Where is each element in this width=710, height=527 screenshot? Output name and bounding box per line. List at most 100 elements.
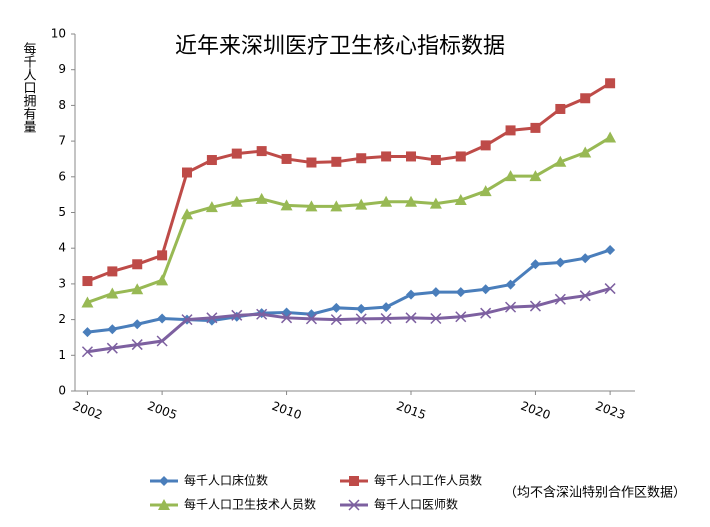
marker xyxy=(530,259,541,270)
marker xyxy=(455,287,466,298)
marker xyxy=(505,301,517,313)
marker xyxy=(454,194,467,206)
y-tick-label: 3 xyxy=(58,276,66,290)
marker xyxy=(554,155,567,167)
annotation: （均不含深汕特别合作区数据） xyxy=(504,485,686,501)
y-tick-label: 8 xyxy=(58,98,66,112)
marker xyxy=(256,308,268,320)
marker xyxy=(131,283,144,295)
marker xyxy=(281,312,293,324)
marker xyxy=(605,244,616,255)
marker xyxy=(455,311,467,323)
marker xyxy=(107,324,118,335)
marker xyxy=(505,279,516,290)
marker xyxy=(505,125,516,136)
marker xyxy=(330,200,343,212)
marker xyxy=(430,287,441,298)
marker xyxy=(380,312,392,325)
marker xyxy=(132,259,143,270)
y-tick-label: 9 xyxy=(58,62,66,76)
marker xyxy=(81,296,94,308)
marker xyxy=(158,499,170,510)
x-tick-label: 2020 xyxy=(519,399,552,423)
y-tick-label: 0 xyxy=(58,384,66,398)
x-tick-label: 2015 xyxy=(394,399,427,423)
marker xyxy=(305,313,317,325)
marker xyxy=(348,499,360,511)
marker xyxy=(381,302,392,313)
marker xyxy=(555,257,566,268)
x-tick-label: 2023 xyxy=(594,399,627,423)
marker xyxy=(306,157,317,168)
marker xyxy=(231,309,243,321)
marker xyxy=(529,170,542,182)
marker xyxy=(580,93,591,104)
series-line xyxy=(87,287,611,354)
marker xyxy=(580,253,591,264)
marker xyxy=(205,201,218,213)
marker xyxy=(406,289,416,300)
marker xyxy=(81,346,93,358)
marker xyxy=(479,185,492,197)
chart-title: 近年来深圳医疗卫生核心指标数据 xyxy=(175,34,505,59)
marker xyxy=(455,151,466,162)
marker xyxy=(605,78,616,89)
x-tick-label: 2002 xyxy=(71,399,104,423)
y-tick-label: 7 xyxy=(58,134,66,148)
marker xyxy=(281,153,292,164)
legend-label: 每千人口医师数 xyxy=(374,497,458,512)
marker xyxy=(380,195,393,207)
series-line xyxy=(86,81,611,283)
marker xyxy=(349,476,359,486)
marker xyxy=(406,151,416,162)
marker xyxy=(156,274,169,286)
marker xyxy=(355,313,367,325)
marker xyxy=(231,148,242,159)
marker xyxy=(356,153,367,164)
x-tick-label: 2010 xyxy=(270,399,303,423)
y-tick-label: 4 xyxy=(58,241,66,255)
marker xyxy=(106,342,118,354)
y-tick-label: 10 xyxy=(51,27,66,41)
marker xyxy=(356,303,367,314)
marker xyxy=(256,146,267,157)
y-tick-label: 2 xyxy=(58,312,66,326)
marker xyxy=(82,276,93,287)
series-line xyxy=(86,136,611,304)
marker xyxy=(579,290,591,302)
marker xyxy=(206,312,218,324)
marker xyxy=(331,156,342,167)
marker xyxy=(604,131,617,143)
marker xyxy=(554,293,566,305)
marker xyxy=(480,140,491,151)
marker xyxy=(157,250,168,261)
marker xyxy=(355,198,368,210)
marker xyxy=(206,155,217,166)
marker xyxy=(480,307,492,319)
marker xyxy=(82,327,93,338)
marker xyxy=(157,313,168,324)
marker xyxy=(331,302,342,313)
marker xyxy=(555,103,566,114)
marker xyxy=(330,314,342,326)
marker xyxy=(604,283,616,295)
marker xyxy=(305,200,318,212)
marker xyxy=(132,319,143,330)
legend-label: 每千人口床位数 xyxy=(184,473,268,488)
marker xyxy=(381,151,392,162)
marker xyxy=(156,335,168,347)
y-axis-label: 每千人口拥有量 xyxy=(21,41,37,133)
marker xyxy=(181,314,193,326)
marker xyxy=(430,312,442,325)
x-tick-label: 2005 xyxy=(146,399,179,423)
series-line xyxy=(87,248,611,334)
marker xyxy=(429,197,442,209)
marker xyxy=(405,312,417,324)
y-tick-label: 5 xyxy=(58,205,66,219)
marker xyxy=(107,266,118,277)
marker xyxy=(182,167,192,178)
marker xyxy=(280,199,293,211)
marker xyxy=(106,287,119,299)
legend-label: 每千人口卫生技术人员数 xyxy=(184,497,316,512)
